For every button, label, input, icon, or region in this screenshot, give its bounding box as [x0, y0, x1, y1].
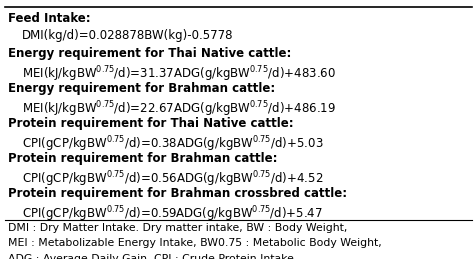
- Text: CPI(gCP/kgBW$^{0.75}$/d)=0.38ADG(g/kgBW$^{0.75}$/d)+5.03: CPI(gCP/kgBW$^{0.75}$/d)=0.38ADG(g/kgBW$…: [22, 134, 323, 154]
- Text: MEI(kJ/kgBW$^{0.75}$/d)=22.67ADG(g/kgBW$^{0.75}$/d)+486.19: MEI(kJ/kgBW$^{0.75}$/d)=22.67ADG(g/kgBW$…: [22, 99, 335, 119]
- Text: Protein requirement for Brahman crossbred cattle:: Protein requirement for Brahman crossbre…: [8, 187, 347, 200]
- Text: MEI : Metabolizable Energy Intake, BW0.75 : Metabolic Body Weight,: MEI : Metabolizable Energy Intake, BW0.7…: [8, 239, 381, 248]
- Text: ADG : Average Daily Gain, CPI : Crude Protein Intake: ADG : Average Daily Gain, CPI : Crude Pr…: [8, 254, 293, 259]
- Text: Feed Intake:: Feed Intake:: [8, 12, 90, 25]
- Text: CPI(gCP/kgBW$^{0.75}$/d)=0.59ADG(g/kgBW$^{0.75}$/d)+5.47: CPI(gCP/kgBW$^{0.75}$/d)=0.59ADG(g/kgBW$…: [22, 205, 322, 224]
- Text: Protein requirement for Brahman cattle:: Protein requirement for Brahman cattle:: [8, 152, 277, 165]
- Text: CPI(gCP/kgBW$^{0.75}$/d)=0.56ADG(g/kgBW$^{0.75}$/d)+4.52: CPI(gCP/kgBW$^{0.75}$/d)=0.56ADG(g/kgBW$…: [22, 169, 323, 189]
- Text: DMI(kg/d)=0.028878BW(kg)-0.5778: DMI(kg/d)=0.028878BW(kg)-0.5778: [22, 30, 233, 42]
- Text: MEI(kJ/kgBW$^{0.75}$/d)=31.37ADG(g/kgBW$^{0.75}$/d)+483.60: MEI(kJ/kgBW$^{0.75}$/d)=31.37ADG(g/kgBW$…: [22, 64, 335, 84]
- Text: Energy requirement for Brahman cattle:: Energy requirement for Brahman cattle:: [8, 82, 275, 95]
- Text: Energy requirement for Thai Native cattle:: Energy requirement for Thai Native cattl…: [8, 47, 291, 60]
- Text: Protein requirement for Thai Native cattle:: Protein requirement for Thai Native catt…: [8, 117, 293, 130]
- Text: DMI : Dry Matter Intake. Dry matter intake, BW : Body Weight,: DMI : Dry Matter Intake. Dry matter inta…: [8, 223, 347, 233]
